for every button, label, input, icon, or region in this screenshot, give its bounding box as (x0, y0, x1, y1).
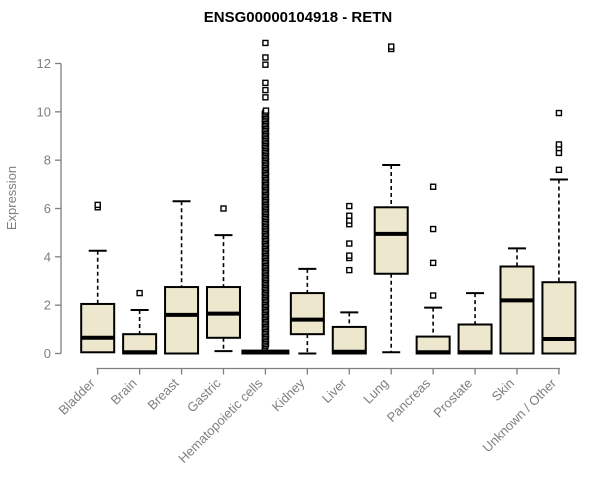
box-breast (164, 200, 200, 355)
y-tick-label: 0 (44, 346, 51, 361)
box-hematopoietic-cells (241, 349, 290, 355)
outlier-point (346, 240, 353, 247)
chart-title: ENSG00000104918 - RETN (204, 9, 392, 26)
x-category-label: Breast (145, 375, 182, 412)
x-category-label: Lung (360, 376, 391, 407)
outlier-point (429, 259, 437, 267)
x-category-label: Unknown / Other (479, 375, 559, 455)
outlier-point (220, 205, 227, 212)
x-category-label: Gastric (184, 375, 224, 415)
iqr-box (80, 302, 116, 354)
box-gastric (205, 234, 241, 353)
outlier-point (429, 292, 437, 299)
iqr-box (457, 323, 493, 355)
outlier-point (555, 166, 563, 174)
outlier-point (346, 212, 353, 219)
x-category-label: Skin (489, 376, 517, 404)
x-category-label: Brain (108, 376, 140, 408)
box-kidney (289, 267, 325, 355)
iqr-box (499, 265, 535, 355)
boxes (80, 163, 577, 355)
x-category-label: Kidney (269, 375, 308, 414)
x-category-label: Prostate (430, 376, 475, 421)
outlier-point (346, 202, 353, 210)
outlier-point (94, 201, 101, 209)
y-tick-label: 6 (44, 201, 51, 216)
outlier-point (262, 86, 269, 94)
y-tick-label: 10 (37, 104, 51, 119)
box-brain (122, 308, 158, 355)
y-tick-label: 8 (44, 153, 51, 168)
outliers (94, 39, 563, 351)
outlier-point (555, 109, 563, 117)
outlier-point (262, 61, 269, 68)
box-liver (331, 311, 367, 355)
outlier-point (262, 79, 269, 87)
outlier-point (388, 43, 395, 50)
iqr-box (373, 206, 409, 275)
outlier-point (136, 289, 143, 297)
iqr-box (331, 325, 367, 355)
box-bladder (80, 249, 116, 354)
iqr-box (541, 281, 577, 355)
y-axis-label: Expression (4, 166, 19, 230)
outlier-point (262, 107, 270, 114)
outlier-point (262, 94, 269, 101)
outlier-point (262, 54, 269, 61)
y-tick-label: 4 (44, 249, 51, 264)
outlier-point (262, 39, 269, 47)
box-skin (499, 247, 535, 355)
y-tick-label: 2 (44, 298, 51, 313)
iqr-box (164, 286, 200, 355)
outlier-point (555, 141, 563, 148)
iqr-box (289, 292, 325, 336)
y-tick-label: 12 (37, 56, 51, 71)
outlier-point (429, 225, 437, 233)
outlier-point (346, 266, 353, 274)
x-category-label: Bladder (56, 375, 99, 418)
box-unknown-other (541, 178, 577, 355)
x-category-label: Pancreas (384, 375, 434, 425)
outlier-point (346, 252, 353, 259)
box-lung (373, 163, 409, 354)
axes: 0 2 4 6 8 10 12 (37, 56, 560, 375)
x-category-label: Liver (319, 375, 350, 406)
outlier-point (429, 183, 437, 190)
box-pancreas (415, 306, 451, 355)
box-prostate (457, 292, 493, 355)
